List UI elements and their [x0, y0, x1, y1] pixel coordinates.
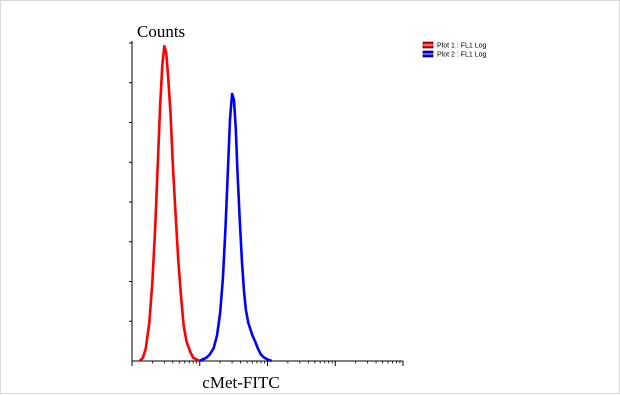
legend-label-1: Plot 1 : FL1 Log	[437, 43, 487, 50]
series-1-line	[138, 44, 201, 363]
x-axis-title: cMet-FITC	[202, 373, 279, 392]
y-axis-title: Counts	[137, 22, 185, 41]
axes	[129, 41, 404, 366]
series-2-line	[199, 92, 273, 363]
series-layer	[138, 44, 273, 363]
legend-label-2: Plot 2 : FL1 Log	[437, 52, 487, 59]
legend: Plot 1 : FL1 Log Plot 2 : FL1 Log	[422, 41, 487, 59]
